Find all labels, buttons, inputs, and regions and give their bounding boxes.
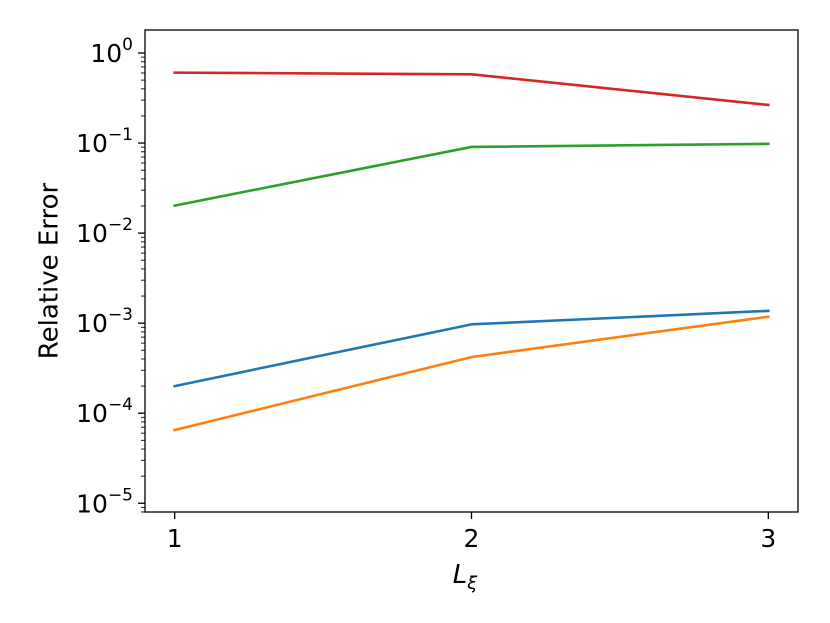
- plot-frame: [144, 29, 799, 513]
- y-tick-label: 10−1: [76, 125, 133, 158]
- x-tick-label: 2: [464, 524, 480, 553]
- y-tick-label: 10−4: [76, 395, 133, 428]
- y-tick-label: 10−2: [76, 215, 133, 248]
- x-tick-label: 3: [760, 524, 776, 553]
- y-tick-label: 10−3: [76, 305, 133, 338]
- x-tick-label: 1: [167, 524, 183, 553]
- y-tick-label: 10−5: [76, 485, 133, 518]
- series-line-3: [173, 142, 770, 208]
- series-line-1: [173, 309, 770, 388]
- x-axis-label-main: L: [453, 560, 468, 590]
- series-line-4: [173, 71, 770, 107]
- ticks-layer: 1 2 3 100 10−1 10−2 10−3 10−4 10−5: [76, 35, 776, 553]
- x-axis-label-subscript: ξ: [466, 573, 478, 594]
- y-axis-label: Relative Error: [35, 182, 65, 359]
- series-line-2: [173, 315, 770, 432]
- series-layer: [173, 71, 770, 432]
- x-axis-label: Lξ: [453, 560, 479, 594]
- y-tick-label: 100: [90, 35, 133, 68]
